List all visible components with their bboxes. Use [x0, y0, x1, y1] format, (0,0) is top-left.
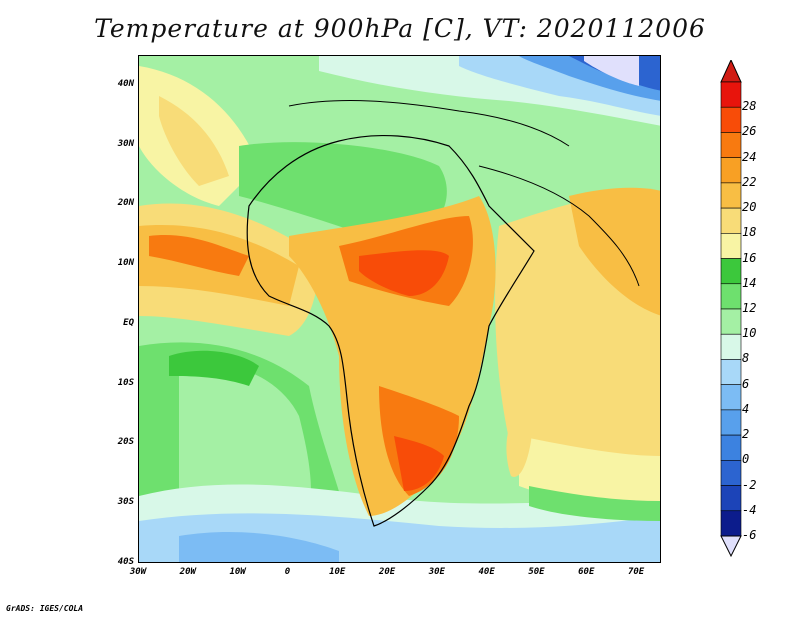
colorbar-level-label: 4 — [742, 401, 750, 416]
temp-region — [179, 532, 339, 562]
colorbar-swatch — [720, 258, 742, 285]
colorbar-swatch — [720, 106, 742, 133]
colorbar-swatch — [720, 510, 742, 537]
lon-tick-label: 60E — [578, 567, 595, 577]
colorbar-level-label: 14 — [742, 275, 757, 290]
lat-tick-label: 30S — [117, 497, 134, 508]
colorbar-swatch — [720, 157, 742, 184]
lon-tick-label: 20W — [179, 567, 196, 577]
colorbar-swatch — [720, 409, 742, 436]
temp-region — [394, 436, 444, 491]
lon-tick-label: 20E — [378, 567, 396, 577]
lon-tick-label: 40E — [478, 567, 495, 577]
colorbar-swatch — [720, 384, 742, 411]
colorbar — [720, 60, 742, 558]
temperature-field — [139, 56, 660, 562]
lon-tick-label: 10E — [329, 567, 346, 577]
colorbar-level-label: 22 — [742, 174, 757, 189]
colorbar-swatch — [720, 434, 742, 461]
page-title: Temperature at 900hPa [C], VT: 202011200… — [94, 14, 706, 43]
colorbar-level-label: 0 — [742, 452, 750, 467]
temp-region — [519, 436, 660, 506]
colorbar-level-label: -4 — [742, 502, 757, 517]
temp-region — [359, 250, 449, 296]
lat-tick-label: 40S — [117, 557, 134, 567]
colorbar-level-label: 24 — [742, 149, 757, 164]
temp-region — [529, 486, 660, 521]
lon-tick-label: 10W — [229, 567, 246, 577]
temp-region — [169, 350, 259, 386]
colorbar-level-label: 6 — [742, 376, 750, 391]
credit-text: GrADS: IGES/COLA — [6, 604, 84, 613]
africa-coastline — [246, 134, 535, 527]
colorbar-level-label: 8 — [742, 351, 750, 366]
colorbar-swatch — [720, 182, 742, 209]
colorbar-top-arrow — [720, 60, 742, 83]
colorbar-swatch — [720, 485, 742, 512]
colorbar-level-label: 12 — [742, 301, 757, 315]
lon-tick-label: 50E — [528, 567, 545, 577]
colorbar-swatch — [720, 207, 742, 234]
lat-tick-label: 30N — [117, 138, 134, 149]
temp-region — [149, 235, 249, 276]
lon-tick-label: 30E — [428, 567, 445, 577]
colorbar-bottom-arrow — [720, 535, 742, 558]
temp-region — [584, 56, 639, 86]
colorbar-level-label: 10 — [742, 326, 757, 341]
temperature-map — [138, 55, 661, 563]
temp-region — [159, 96, 229, 186]
colorbar-level-label: 2 — [742, 427, 750, 442]
lat-tick-label: 20N — [117, 198, 134, 209]
colorbar-swatch — [720, 460, 742, 486]
colorbar-swatch — [720, 132, 742, 158]
lat-tick-label: 10S — [117, 377, 134, 388]
colorbar-swatch — [720, 283, 742, 310]
lon-tick-label: 70E — [627, 567, 645, 577]
mediterranean-coastline — [288, 100, 570, 147]
lon-tick-label: 0 — [284, 567, 291, 577]
colorbar-level-label: 16 — [742, 250, 757, 265]
lat-tick-label: 10N — [117, 258, 134, 269]
lat-tick-label: 20S — [117, 437, 134, 448]
lat-tick-label: EQ — [123, 317, 134, 328]
colorbar-swatch — [720, 308, 742, 335]
lon-tick-label: 30W — [129, 567, 147, 577]
temp-region — [569, 187, 660, 316]
lat-tick-label: 40N — [117, 78, 134, 89]
colorbar-swatch — [720, 359, 742, 385]
colorbar-swatch — [720, 333, 742, 360]
colorbar-level-label: -6 — [742, 528, 757, 542]
colorbar-level-label: 20 — [742, 200, 757, 215]
arabia-coastline — [478, 165, 640, 287]
colorbar-level-label: 26 — [742, 124, 757, 139]
colorbar-swatch — [720, 81, 742, 108]
madagascar — [506, 414, 532, 477]
colorbar-level-label: 18 — [742, 225, 757, 240]
colorbar-level-label: 28 — [742, 99, 757, 114]
colorbar-level-label: -2 — [742, 477, 757, 492]
colorbar-swatch — [720, 233, 742, 259]
temp-region — [179, 363, 311, 516]
